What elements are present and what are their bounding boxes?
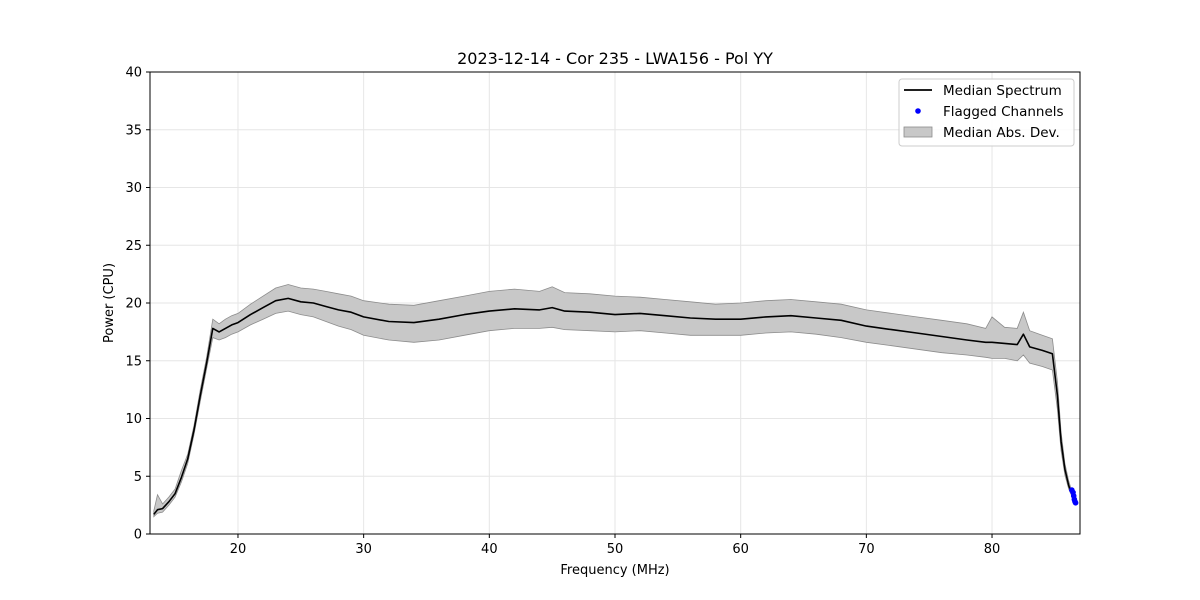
y-tick-label: 15: [125, 354, 142, 369]
y-tick-label: 20: [125, 297, 142, 312]
median-spectrum-line: [153, 297, 1072, 515]
axis-ticks: 20 30 40 50 60 70 80 0 5 10 15 20 25 30 35 40: [125, 66, 1000, 558]
y-tick-label: 5: [134, 470, 142, 485]
x-tick-label: 30: [355, 542, 372, 557]
y-tick-label: 35: [125, 123, 142, 138]
legend: Median Spectrum Flagged Channels Median Ab…: [898, 78, 1075, 147]
x-tick-label: 70: [858, 542, 875, 557]
legend-box: [898, 78, 1075, 147]
x-tick-label: 60: [732, 542, 749, 557]
x-tick-label: 40: [481, 542, 498, 557]
x-tick-label: 50: [607, 542, 624, 557]
legend-swatch-flagged: [915, 108, 921, 114]
y-tick-label: 25: [125, 239, 142, 254]
flagged-channel-point: [1072, 500, 1079, 506]
x-axis-label: Frequency (MHz): [560, 563, 669, 578]
x-tick-label: 80: [984, 542, 1001, 557]
legend-label-flagged: Flagged Channels: [943, 104, 1064, 120]
chart-title: 2023-12-14 - Cor 235 - LWA156 - Pol YY: [457, 49, 773, 68]
y-tick-label: 10: [125, 412, 142, 427]
x-tick-label: 20: [230, 542, 247, 557]
y-tick-label: 40: [125, 66, 142, 81]
legend-label-median: Median Spectrum: [943, 83, 1062, 99]
plot-area: [153, 284, 1079, 518]
y-tick-label: 0: [134, 528, 142, 543]
legend-swatch-band: [903, 126, 933, 138]
legend-label-band: Median Abs. Dev.: [943, 125, 1060, 141]
y-axis-label: Power (CPU): [102, 263, 117, 343]
y-tick-label: 30: [125, 181, 142, 196]
